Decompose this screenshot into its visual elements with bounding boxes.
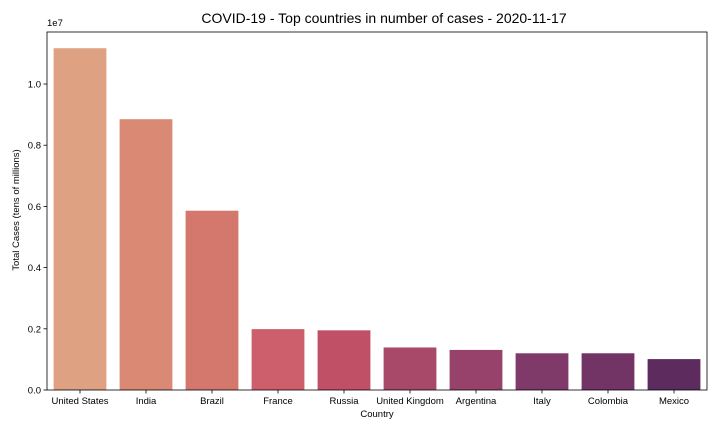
x-tick-label: United States [51,396,108,407]
y-axis-scale-label: 1e7 [47,18,63,29]
x-tick-label: Russia [329,396,359,407]
bar-brazil [185,210,239,390]
bar-france [251,329,305,390]
bar-mexico [647,359,701,390]
bars-group [53,48,701,390]
chart-title: COVID-19 - Top countries in number of ca… [201,10,566,26]
y-axis-label: Total Cases (tens of millions) [11,149,22,270]
bar-italy [515,353,569,390]
x-tick-label: United Kingdom [376,396,444,407]
x-tick-label: France [263,396,293,407]
x-tick-label: Argentina [456,396,497,407]
y-tick-label: 0.0 [28,386,41,397]
x-tick-label: India [136,396,157,407]
bar-russia [317,330,371,390]
x-axis-label: Country [360,409,394,420]
plot-frame [46,31,708,391]
y-axis: 0.0 0.2 0.4 0.6 0.8 1.0 [28,80,47,397]
x-tick-label: Mexico [659,396,689,407]
y-tick-label: 0.8 [28,141,41,152]
y-tick-label: 0.6 [28,202,41,213]
bar-argentina [449,349,503,390]
y-tick-label: 0.4 [28,263,41,274]
bar-colombia [581,353,635,390]
x-axis: United States India Brazil France Russia Unit… [51,390,689,407]
bar-united-states [53,48,107,390]
bar-india [119,119,173,390]
x-tick-label: Italy [533,396,551,407]
y-tick-label: 0.2 [28,324,41,335]
bar-united-kingdom [383,347,437,390]
x-tick-label: Brazil [200,396,224,407]
y-tick-label: 1.0 [28,80,41,91]
x-tick-label: Colombia [588,396,629,407]
